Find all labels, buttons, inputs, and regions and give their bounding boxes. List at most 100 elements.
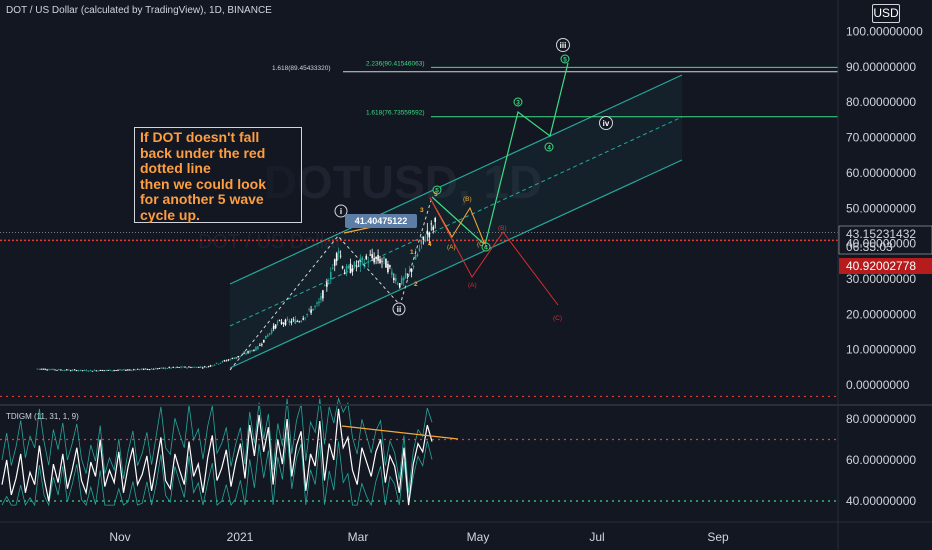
price-tick-label: 30.00000000 [846,272,916,286]
candle-body [207,366,210,367]
candle-body [217,363,220,365]
minor-wave-label: 1 [410,249,414,256]
time-tick-label: Nov [109,530,130,544]
candle-body [355,265,358,267]
candle-body [237,356,239,358]
candle-body [198,366,200,368]
candle-body [274,324,277,329]
candle-body [89,369,92,371]
candle-body [286,319,289,321]
candle-body [398,283,401,288]
wave-label-green-3-circle [513,97,523,107]
candle-body [318,301,320,304]
candle-body [194,366,196,368]
candle-body [150,368,153,370]
wave-label-green-5: 5 [563,56,567,63]
candle-body [99,369,102,371]
candle-body [263,339,265,343]
candle-body [418,248,421,251]
candle-body [213,364,216,366]
candle-body [48,369,50,371]
currency-button[interactable]: USD [872,4,900,23]
candle-body [414,255,417,260]
last-price-text: 43.15231432 [846,227,916,241]
high-label-text: 41.40475122 [355,216,408,226]
candle-body [176,366,178,368]
candle-body [170,367,173,369]
candle-body [316,302,318,304]
annotation-note[interactable]: If DOT doesn't fall back under the red d… [134,127,302,223]
candle-body [292,319,295,321]
wave-label-i: i [340,207,342,216]
candle-body [259,344,261,346]
wave-green-path [431,62,569,247]
candle-body [253,350,255,351]
candle-body [426,230,429,235]
candle-body [227,359,230,361]
wave-label-iv-circle [599,116,613,130]
candle-body [385,258,387,268]
candle-body [272,325,275,330]
candle-body [62,370,64,372]
indicator-lower-band [1,432,433,507]
price-channel [0,74,838,369]
wave-dotted-path [229,196,433,371]
countdown-text: 06:35:03 [846,240,893,254]
indicator-tick-label: 60.00000000 [846,453,916,467]
wave-label-ii: ii [397,305,401,314]
candle-body [160,367,163,369]
candle-body [44,368,46,370]
candle-body [251,350,253,352]
candle-body [77,370,80,372]
candle-body [367,261,370,263]
candle-body [396,283,399,285]
candle-body [91,370,94,372]
candle-body [148,369,151,371]
candle-body [201,367,204,369]
candle-body [373,257,375,263]
wave-label-green-3: 3 [516,99,520,106]
candle-body [365,255,368,260]
minor-wave-label: 3 [420,207,424,214]
candle-body [174,367,176,369]
candle-body [205,367,208,369]
minor-wave-label: 2 [414,281,418,288]
candle-body [231,357,234,359]
candle-body [428,232,431,238]
candle-body [42,368,44,370]
wave-label-green-4: 4 [547,144,551,151]
candle-body [164,367,167,369]
candle-body [402,277,405,281]
candle-body [288,320,291,323]
candle-body [381,260,383,262]
candle-body [36,368,39,370]
wave-label-ii-circle [392,302,406,316]
candle-body [138,369,141,370]
candle-body [115,370,117,371]
candle-body [339,255,342,257]
time-tick-label: May [467,530,490,544]
candle-body [154,368,157,370]
candle-body [38,368,41,370]
candle-body [306,313,308,315]
candle-body [320,296,322,300]
candle-body [188,366,190,368]
fibonacci-levels: 1.618(89.45433320) 2.236(90.41546063) 1.61… [272,60,838,118]
candle-body [46,369,48,371]
candle-body [310,309,312,313]
candle-body [109,369,111,371]
indicator-line [1,408,433,506]
candle-body [298,321,301,323]
candle-body [412,265,415,268]
fib-label-1618-green: 1.618(76.73559592) [366,110,425,117]
candle-body [304,317,306,319]
candle-body [264,335,267,339]
wave-label-green-5-small-circle [432,185,442,195]
time-tick-label: 2021 [227,530,254,544]
time-tick-label: Mar [348,530,369,544]
candle-body [280,321,283,324]
abc-orange-a: (A) [447,244,456,251]
candle-body [308,309,310,311]
candle-body [117,369,119,371]
